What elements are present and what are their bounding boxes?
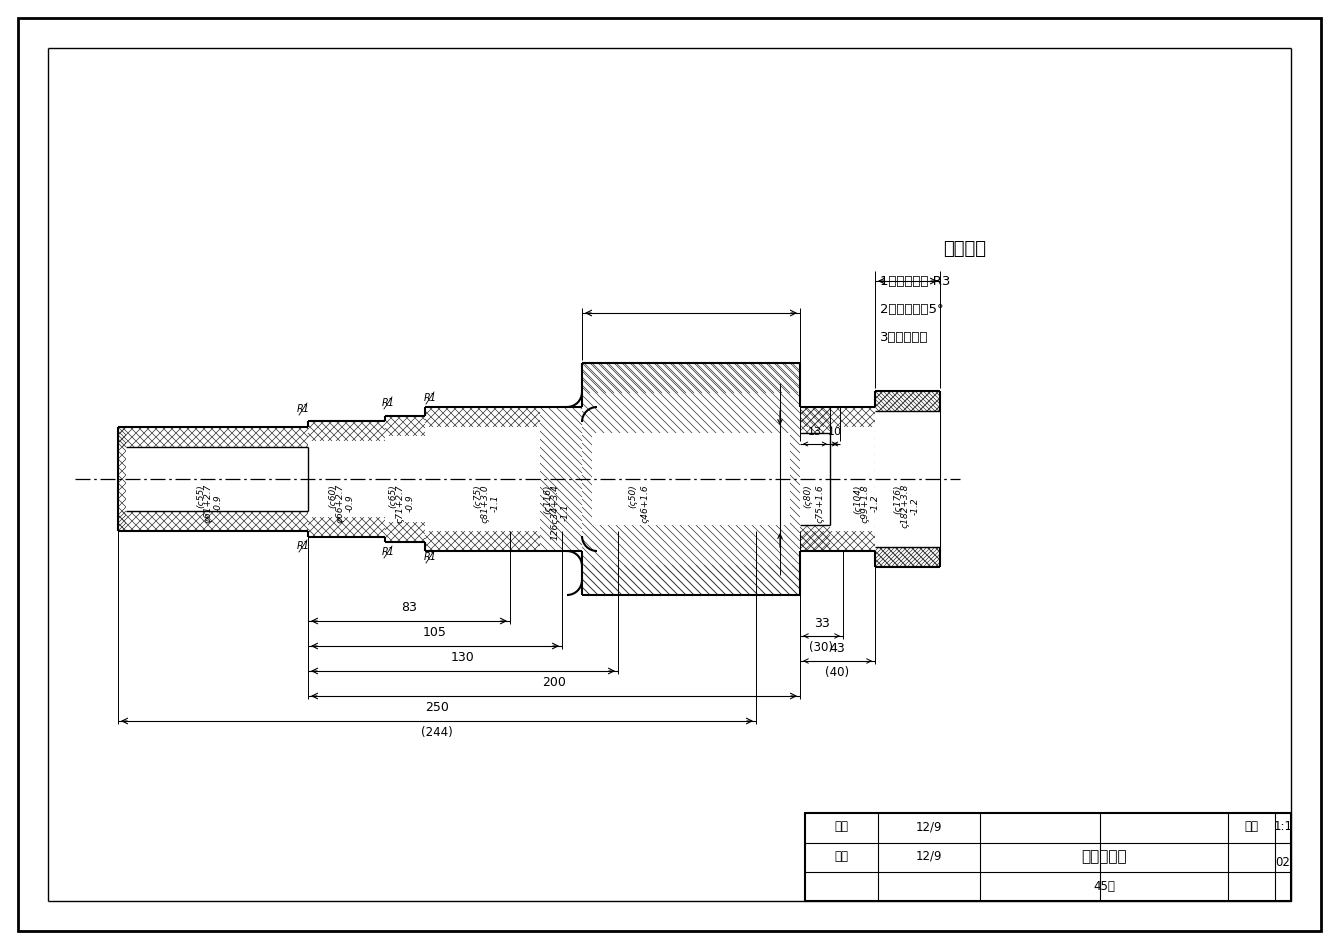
Text: 技术要求: 技术要求 <box>944 240 987 258</box>
Bar <box>592 433 790 525</box>
Text: R1: R1 <box>423 552 437 562</box>
Text: (ς60): (ς60) <box>328 484 337 508</box>
Text: 输出轴软件: 输出轴软件 <box>1081 849 1127 865</box>
Text: 83: 83 <box>402 601 416 614</box>
Text: R1: R1 <box>423 393 437 403</box>
Text: φ61+2.7
-0.9: φ61+2.7 -0.9 <box>204 484 222 524</box>
Text: (ς50): (ς50) <box>628 484 637 508</box>
Text: (40): (40) <box>825 666 849 679</box>
Text: (ς55): (ς55) <box>197 484 205 508</box>
Text: ς81+3.0
-1.1: ς81+3.0 -1.1 <box>481 484 499 523</box>
Text: 审核: 审核 <box>834 849 849 863</box>
Bar <box>126 447 308 511</box>
Text: 1:1: 1:1 <box>1273 821 1292 833</box>
Text: 130: 130 <box>451 651 475 664</box>
Text: R1: R1 <box>382 547 395 557</box>
Text: ς75+1.6: ς75+1.6 <box>815 484 825 523</box>
Text: (ς176): (ς176) <box>893 484 902 513</box>
Text: (ς75): (ς75) <box>474 484 482 508</box>
Text: 105: 105 <box>423 626 447 639</box>
Text: (ς80): (ς80) <box>803 484 813 508</box>
Text: 制图: 制图 <box>834 821 849 833</box>
Text: (244): (244) <box>422 726 453 739</box>
Text: ς182+3.8
-1.2: ς182+3.8 -1.2 <box>900 484 920 529</box>
Bar <box>308 441 386 517</box>
Bar <box>386 436 424 522</box>
Text: R1: R1 <box>296 541 309 551</box>
Text: (ς65): (ς65) <box>388 484 398 508</box>
Text: 45钉: 45钉 <box>1093 881 1115 894</box>
Text: R1: R1 <box>382 398 395 408</box>
Text: 12/9: 12/9 <box>916 849 943 863</box>
Text: 3、正火处理: 3、正火处理 <box>880 330 928 344</box>
Bar <box>424 427 540 531</box>
Text: R1: R1 <box>296 404 309 414</box>
Text: ς46+1.6: ς46+1.6 <box>640 484 649 523</box>
Text: 1、未注圆角 R3: 1、未注圆角 R3 <box>880 274 951 288</box>
Text: ς99+1.8
-1.2: ς99+1.8 -1.2 <box>860 484 880 523</box>
Bar <box>799 433 874 525</box>
Text: (ς104): (ς104) <box>853 484 862 513</box>
Bar <box>805 813 1291 901</box>
Text: 43: 43 <box>830 642 845 655</box>
Text: 2、拔模斜度5°: 2、拔模斜度5° <box>880 303 944 315</box>
Text: 12/9: 12/9 <box>916 821 943 833</box>
Text: 33: 33 <box>814 617 829 630</box>
Text: 10: 10 <box>828 427 842 437</box>
Text: 13: 13 <box>807 427 822 437</box>
Bar <box>799 427 940 531</box>
Text: (ς116): (ς116) <box>544 484 553 513</box>
Text: 126ς34+3.4
-1.1: 126ς34+3.4 -1.1 <box>550 484 569 540</box>
Text: 比例: 比例 <box>1244 821 1259 833</box>
Text: (30): (30) <box>810 641 833 654</box>
Text: 250: 250 <box>424 701 449 714</box>
Text: φ66+2.7
-0.9: φ66+2.7 -0.9 <box>335 484 355 524</box>
Text: ς71+2.7
-0.9: ς71+2.7 -0.9 <box>395 484 415 523</box>
Bar <box>874 411 940 547</box>
Text: 200: 200 <box>542 676 566 689</box>
Text: 02: 02 <box>1276 857 1291 869</box>
